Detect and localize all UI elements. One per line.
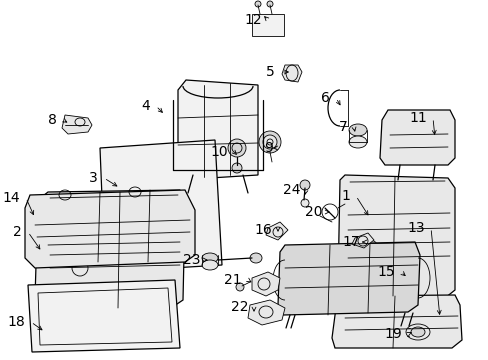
Ellipse shape bbox=[266, 1, 272, 7]
Text: 2: 2 bbox=[13, 225, 22, 239]
Ellipse shape bbox=[227, 139, 245, 157]
Text: 1: 1 bbox=[341, 189, 349, 203]
Polygon shape bbox=[28, 280, 180, 352]
Text: 5: 5 bbox=[265, 65, 274, 79]
Text: 3: 3 bbox=[89, 171, 98, 185]
Text: 21: 21 bbox=[224, 273, 242, 287]
Ellipse shape bbox=[249, 253, 262, 263]
Polygon shape bbox=[100, 140, 222, 272]
Ellipse shape bbox=[410, 327, 424, 337]
Text: 8: 8 bbox=[48, 113, 57, 127]
Text: 22: 22 bbox=[230, 300, 247, 314]
Text: 14: 14 bbox=[2, 191, 20, 205]
Text: 12: 12 bbox=[244, 13, 262, 27]
Bar bbox=[251, 14, 284, 36]
Polygon shape bbox=[251, 272, 280, 296]
Text: 15: 15 bbox=[377, 265, 394, 279]
Text: 7: 7 bbox=[339, 120, 347, 134]
Text: 20: 20 bbox=[304, 205, 321, 219]
Ellipse shape bbox=[348, 124, 366, 136]
Polygon shape bbox=[278, 242, 419, 315]
Polygon shape bbox=[178, 80, 258, 180]
Ellipse shape bbox=[299, 180, 309, 190]
Polygon shape bbox=[337, 175, 454, 298]
Polygon shape bbox=[379, 110, 454, 165]
Polygon shape bbox=[62, 115, 92, 134]
Text: 17: 17 bbox=[342, 235, 359, 249]
Polygon shape bbox=[351, 233, 373, 248]
Polygon shape bbox=[331, 295, 461, 348]
Ellipse shape bbox=[301, 199, 308, 207]
Text: 6: 6 bbox=[321, 91, 329, 105]
Text: 4: 4 bbox=[141, 99, 150, 113]
Text: 19: 19 bbox=[384, 327, 401, 341]
Ellipse shape bbox=[236, 283, 244, 291]
Text: 16: 16 bbox=[254, 223, 271, 237]
Ellipse shape bbox=[259, 131, 281, 153]
Text: 10: 10 bbox=[210, 145, 227, 159]
Polygon shape bbox=[247, 300, 285, 325]
Text: 13: 13 bbox=[407, 221, 424, 235]
Ellipse shape bbox=[202, 253, 218, 263]
Polygon shape bbox=[35, 190, 184, 310]
Text: 11: 11 bbox=[408, 111, 426, 125]
Text: 24: 24 bbox=[282, 183, 299, 197]
Polygon shape bbox=[282, 65, 302, 82]
Text: 9: 9 bbox=[264, 141, 272, 155]
Polygon shape bbox=[25, 190, 195, 268]
Ellipse shape bbox=[231, 163, 242, 173]
Polygon shape bbox=[265, 222, 287, 240]
Text: 18: 18 bbox=[7, 315, 25, 329]
Ellipse shape bbox=[202, 260, 218, 270]
Ellipse shape bbox=[263, 135, 276, 149]
Ellipse shape bbox=[348, 136, 366, 148]
Ellipse shape bbox=[254, 1, 261, 7]
Text: 23: 23 bbox=[182, 253, 200, 267]
